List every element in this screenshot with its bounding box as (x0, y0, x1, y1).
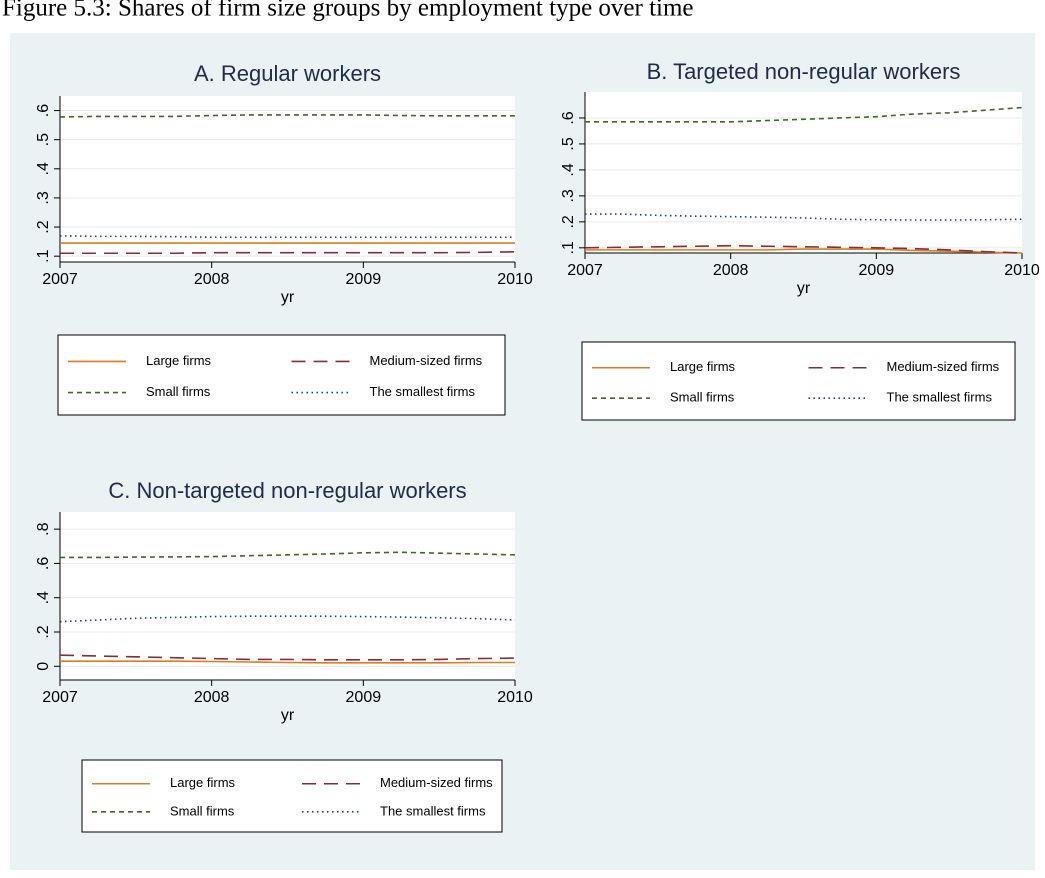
series-line (585, 106, 1023, 123)
legend-label: Medium-sized firms (370, 353, 483, 368)
plot-area (60, 512, 515, 680)
x-tick-label: 2009 (859, 262, 895, 279)
x-axis-label: yr (281, 707, 295, 724)
x-tick-label: 2008 (713, 262, 749, 279)
legend-label: Medium-sized firms (887, 359, 1000, 374)
y-tick-label: 0 (35, 662, 52, 671)
y-tick-label: .6 (35, 104, 52, 117)
legend-label: Small firms (170, 803, 235, 818)
y-tick-label: .3 (560, 189, 577, 202)
series-line (60, 551, 516, 559)
y-tick-label: .6 (560, 111, 577, 124)
series-line (584, 244, 1023, 254)
y-tick-label: .6 (35, 557, 52, 570)
x-tick-label: 2010 (497, 689, 533, 706)
plot-area (60, 96, 515, 262)
x-tick-label: 2008 (194, 689, 230, 706)
legend-box (581, 341, 1016, 421)
chart-title: C. Non-targeted non-regular workers (108, 478, 466, 503)
x-tick-label: 2007 (567, 262, 603, 279)
series-line (585, 248, 1023, 254)
y-tick-label: .2 (35, 625, 52, 638)
x-tick-label: 2007 (42, 689, 78, 706)
series-line (59, 654, 516, 661)
legend-label: Large firms (146, 353, 212, 368)
series-line (60, 251, 516, 255)
y-tick-label: .5 (560, 137, 577, 150)
legend-label: Large firms (670, 359, 736, 374)
x-tick-label: 2010 (497, 271, 533, 288)
x-tick-label: 2009 (346, 271, 382, 288)
y-tick-label: .1 (560, 241, 577, 254)
series-line (59, 615, 516, 623)
x-tick-label: 2007 (42, 271, 78, 288)
plot-area (585, 92, 1022, 253)
y-tick-label: .4 (35, 162, 52, 175)
y-tick-label: .5 (35, 133, 52, 146)
legend-label: Large firms (170, 775, 236, 790)
series-line (59, 234, 515, 239)
x-axis-label: yr (281, 289, 295, 306)
legend-label: Small firms (670, 390, 735, 405)
x-tick-label: 2008 (194, 271, 230, 288)
y-tick-label: .4 (560, 163, 577, 176)
legend-box (57, 334, 506, 416)
x-tick-label: 2009 (346, 689, 382, 706)
figure-title: Figure 5.3: Shares of firm size groups b… (2, 0, 694, 22)
series-line (59, 114, 515, 118)
x-axis-label: yr (797, 280, 811, 297)
legend-box (81, 759, 503, 833)
x-tick-label: 2010 (1004, 262, 1040, 279)
chart-title: B. Targeted non-regular workers (647, 59, 961, 84)
y-tick-label: .2 (560, 215, 577, 228)
y-tick-label: .4 (35, 591, 52, 604)
y-tick-label: .8 (35, 522, 52, 535)
legend-label: Medium-sized firms (380, 775, 493, 790)
series-line (60, 660, 515, 664)
chart-title: A. Regular workers (194, 61, 381, 86)
y-tick-label: .3 (35, 191, 52, 204)
y-tick-label: .1 (35, 249, 52, 262)
y-tick-label: .2 (35, 220, 52, 233)
legend-label: Small firms (146, 384, 211, 399)
legend-label: The smallest firms (370, 384, 476, 399)
legend-label: The smallest firms (380, 803, 486, 818)
legend-label: The smallest firms (887, 390, 993, 405)
